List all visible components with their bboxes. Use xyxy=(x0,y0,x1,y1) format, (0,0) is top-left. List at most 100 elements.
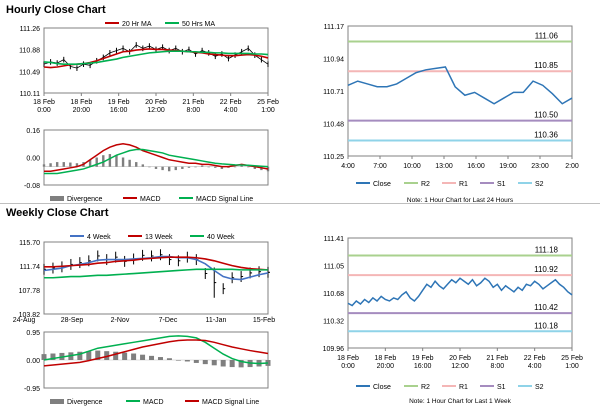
divergence-bar xyxy=(247,166,250,168)
weekly-levels-ytick: 109.96 xyxy=(323,346,345,353)
weekly-price-xtick-label: 11-Jan xyxy=(206,317,227,324)
weekly-levels-close-line xyxy=(347,277,573,307)
hourly-levels-level-label-r2: 111.06 xyxy=(535,32,559,41)
divergence-bar xyxy=(161,166,164,171)
ma-13week-line xyxy=(44,256,269,271)
hourly-price-xtick-label: 18 Feb 20:00 xyxy=(70,99,92,114)
hourly-levels-legend-s2-label: S2 xyxy=(535,181,544,188)
weekly-divergence-bar xyxy=(211,360,217,366)
divergence-bar xyxy=(88,159,92,167)
weekly-divergence-bar xyxy=(131,353,137,360)
divergence-bar xyxy=(214,166,217,168)
weekly-price-ytick: 111.74 xyxy=(20,264,40,271)
weekly-divergence-bar xyxy=(184,360,190,362)
weekly-section-title: Weekly Close Chart xyxy=(6,207,109,219)
hourly-levels-level-label-s1: 110.50 xyxy=(534,111,558,120)
divergence-bar xyxy=(128,159,131,167)
weekly-price-xtick-label: 24-Aug xyxy=(13,317,36,324)
hourly-levels-xtick-label: 7:00 xyxy=(373,163,387,170)
divergence-bar xyxy=(194,166,197,168)
weekly-levels-ytick: 111.05 xyxy=(324,264,344,271)
hourly-levels-ytick: 110.71 xyxy=(323,89,344,96)
hourly-levels-frame xyxy=(347,25,573,157)
legend-macd-label: MACD xyxy=(140,196,161,203)
weekly-levels-note: Note: 1 Hour Chart for Last 1 Week xyxy=(409,398,512,405)
weekly-divergence-bar xyxy=(50,353,56,360)
weekly-levels-level-label-s1: 110.42 xyxy=(534,303,558,312)
legend-20hr-ma-label: 20 Hr MA xyxy=(122,21,152,28)
hourly-price-ytick: 110.49 xyxy=(19,69,40,76)
hourly-macd-ytick: 0.00 xyxy=(26,156,40,163)
legend-13week-label: 13 Week xyxy=(145,234,173,241)
divergence-bar xyxy=(167,166,171,172)
legend-divergence-label: Divergence xyxy=(67,196,103,203)
weekly-levels-xtick-label: 20 Feb 12:00 xyxy=(449,355,471,370)
hourly-levels-ytick: 110.94 xyxy=(323,57,344,64)
divergence-bar xyxy=(148,166,151,168)
hourly-levels-xtick-label: 2:00 xyxy=(565,163,579,170)
legend-4week-label: 4 Week xyxy=(87,234,111,241)
weekly-levels-xtick-label: 22 Feb 4:00 xyxy=(524,355,546,370)
weekly-divergence-bar xyxy=(86,351,92,360)
weekly-macd-chart: 0.95 0.00 -0.95 Divergence MACD MACD Signal L… xyxy=(24,330,271,406)
hourly-levels-legend-close-label: Close xyxy=(373,181,391,188)
divergence-bar xyxy=(121,157,125,167)
weekly-legend-divergence-swatch xyxy=(50,399,64,404)
hourly-macd-chart: 0.16 0.00 -0.08 Divergence MACD MACD Signal L… xyxy=(24,128,270,203)
weekly-levels-xtick-label: 25 Feb 1:00 xyxy=(561,355,583,370)
weekly-macd-ytick: 0.95 xyxy=(26,330,40,337)
weekly-levels-level-label-r2: 111.18 xyxy=(535,245,559,254)
weekly-price-xtick-label: 2-Nov xyxy=(111,317,130,324)
weekly-levels-xtick-label: 21 Feb 8:00 xyxy=(486,355,508,370)
weekly-levels-ytick: 110.32 xyxy=(323,319,344,326)
weekly-price-ytick: 115.70 xyxy=(19,240,40,247)
hourly-macd-ytick: -0.08 xyxy=(24,183,40,190)
hourly-levels-note: Note: 1 Hour Chart for Last 24 Hours xyxy=(407,197,514,204)
weekly-legend-divergence-label: Divergence xyxy=(67,399,103,406)
divergence-bar xyxy=(135,162,138,167)
divergence-bar xyxy=(62,162,65,167)
weekly-price-frame xyxy=(43,241,269,315)
ma-4week-line xyxy=(43,255,269,281)
weekly-macd-ytick: -0.95 xyxy=(24,386,40,393)
weekly-divergence-bar xyxy=(193,360,199,363)
weekly-levels-xtick-label: 18 Feb 20:00 xyxy=(374,355,396,370)
hourly-macd-ytick: 0.16 xyxy=(26,128,40,135)
hourly-levels-xtick-label: 16:00 xyxy=(467,163,485,170)
hourly-levels-level-label-r1: 110.85 xyxy=(534,61,558,70)
divergence-bar xyxy=(207,166,210,168)
weekly-legend-macd-signal-label: MACD Signal Line xyxy=(202,399,259,406)
hourly-price-ytick: 111.26 xyxy=(20,26,40,33)
weekly-levels-legend-s1-label: S1 xyxy=(497,384,506,391)
legend-40week-label: 40 Week xyxy=(207,234,235,241)
divergence-bar xyxy=(42,164,46,167)
hourly-price-xtick-label: 18 Feb 0:00 xyxy=(33,99,55,114)
hourly-price-frame xyxy=(43,27,269,94)
hourly-price-xtick-label: 25 Feb 1:00 xyxy=(257,99,279,114)
weekly-levels-ytick: 110.68 xyxy=(323,291,344,298)
hourly-levels-chart: 111.17 110.94 110.71 110.48 110.25 4:00 7:00 10… xyxy=(323,24,579,204)
divergence-bar xyxy=(75,163,79,167)
weekly-divergence-bar xyxy=(238,360,244,368)
macd-signal-line xyxy=(44,148,269,175)
weekly-divergence-bar xyxy=(157,357,163,360)
legend-macd-signal-label: MACD Signal Line xyxy=(196,196,253,203)
divergence-bar xyxy=(115,155,118,167)
weekly-levels-legend-r1-label: R1 xyxy=(459,384,468,391)
weekly-divergence-bar xyxy=(41,354,47,360)
divergence-bar xyxy=(49,163,52,167)
divergence-bar xyxy=(95,157,98,167)
weekly-divergence-bar xyxy=(175,360,181,361)
hourly-levels-close-line xyxy=(347,66,573,105)
section-divider xyxy=(0,203,600,204)
weekly-legend-macd-label: MACD xyxy=(143,399,164,406)
hourly-price-xtick-label: 20 Feb 12:00 xyxy=(145,99,167,114)
hourly-price-xtick-label: 22 Feb 4:00 xyxy=(220,99,242,114)
divergence-bar xyxy=(154,166,158,169)
hourly-levels-xtick-label: 23:00 xyxy=(531,163,549,170)
divergence-bar xyxy=(141,164,145,167)
divergence-bar xyxy=(220,166,224,169)
weekly-divergence-bar xyxy=(113,351,119,360)
weekly-macd-line xyxy=(43,335,269,365)
